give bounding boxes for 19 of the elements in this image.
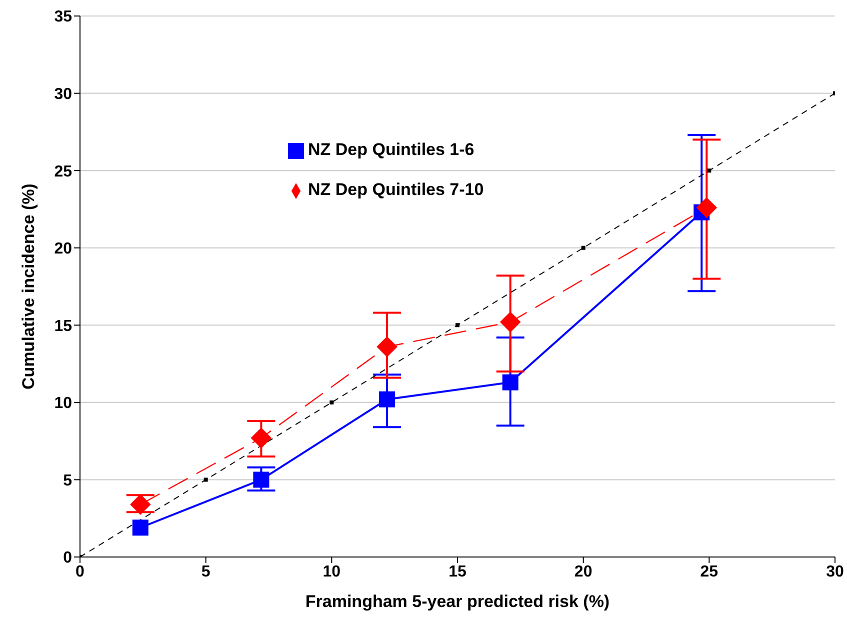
x-tick-label: 25: [700, 563, 718, 580]
y-tick-label: 20: [54, 240, 72, 258]
x-tick-label: 5: [201, 563, 210, 580]
x-tick-label: 0: [76, 563, 85, 580]
y-tick-label: 15: [54, 318, 72, 335]
x-tick-label: 10: [322, 563, 341, 580]
x-tick-label: 30: [826, 563, 844, 580]
y-tick-label: 10: [54, 395, 72, 412]
y-tick-label: 25: [54, 163, 72, 180]
y-axis-title: Cumulative incidence (%): [19, 184, 38, 390]
legend-label: NZ Dep Quintiles 7-10: [308, 180, 484, 199]
y-tick-label: 35: [54, 8, 72, 26]
legend-label: NZ Dep Quintiles 1-6: [308, 140, 474, 159]
y-tick-label: 30: [54, 86, 72, 103]
x-tick-label: 15: [448, 563, 466, 580]
y-tick-label: 0: [63, 550, 72, 567]
y-tick-label: 5: [63, 472, 72, 490]
x-tick-label: 20: [574, 563, 592, 580]
x-axis-title: Framingham 5-year predicted risk (%): [305, 592, 610, 612]
